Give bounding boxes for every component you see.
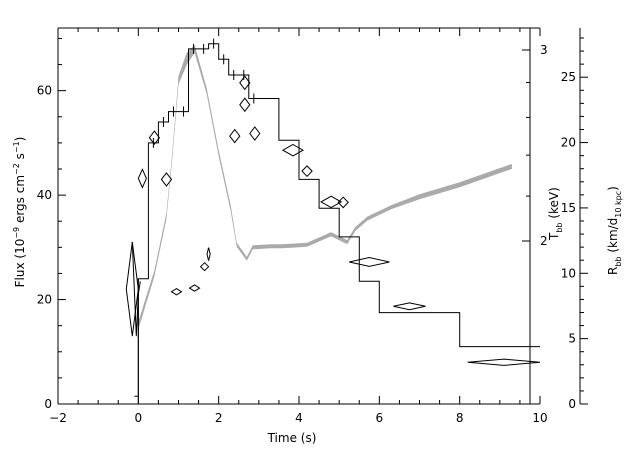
- temperature-axis-label: Tbb (keV): [547, 187, 564, 241]
- radius-tick-label: 15: [561, 201, 576, 215]
- diamond-marker: [188, 284, 201, 292]
- radius-axis-label: Rbb (km/d10 kpc): [606, 186, 623, 275]
- diamond-marker: [148, 130, 161, 146]
- diamond-marker: [206, 247, 211, 261]
- x-tick-label: 10: [532, 411, 547, 425]
- gray-band-series: [138, 44, 512, 330]
- x-tick-label: 2: [215, 411, 223, 425]
- y-tick-label: 20: [37, 293, 52, 307]
- diamond-marker: [137, 168, 147, 189]
- x-axis-label: Time (s): [267, 431, 317, 445]
- y-tick-label: 40: [37, 188, 52, 202]
- diamond-marker: [160, 172, 173, 187]
- diamond-marker: [249, 126, 261, 141]
- diamond-marker: [467, 358, 541, 366]
- diamond-marker: [170, 288, 183, 296]
- diamond-marker: [239, 97, 251, 113]
- y-axis-label: Flux (10−9 ergs cm−2 s−1): [12, 137, 27, 288]
- diamond-marker: [349, 256, 390, 267]
- histogram-series: [134, 43, 540, 397]
- x-tick-label: −2: [49, 411, 67, 425]
- diamond-marker: [393, 302, 426, 311]
- temperature-tick-label: 3: [540, 43, 548, 57]
- diamond-marker: [337, 196, 349, 209]
- x-tick-label: 0: [135, 411, 143, 425]
- diamond-marker: [239, 75, 251, 91]
- x-tick-label: 8: [456, 411, 464, 425]
- radius-tick-label: 10: [561, 266, 576, 280]
- radius-tick-label: 0: [568, 397, 576, 411]
- chart-marks: [125, 38, 541, 404]
- diamond-marker: [199, 261, 210, 272]
- diamond-marker: [301, 165, 313, 178]
- radius-tick-label: 20: [561, 136, 576, 150]
- diamond-marker: [281, 143, 305, 157]
- thin-line-series: [131, 242, 141, 337]
- x-tick-label: 6: [376, 411, 384, 425]
- diamond-marker: [125, 242, 139, 337]
- radius-tick-label: 25: [561, 70, 576, 84]
- temperature-tick-label: 2: [540, 234, 548, 248]
- y-tick-label: 60: [37, 84, 52, 98]
- radius-tick-label: 5: [568, 332, 576, 346]
- x-tick-label: 4: [295, 411, 303, 425]
- diamond-marker: [229, 128, 241, 144]
- diamond-marker: [320, 195, 343, 209]
- y-tick-label: 0: [44, 397, 52, 411]
